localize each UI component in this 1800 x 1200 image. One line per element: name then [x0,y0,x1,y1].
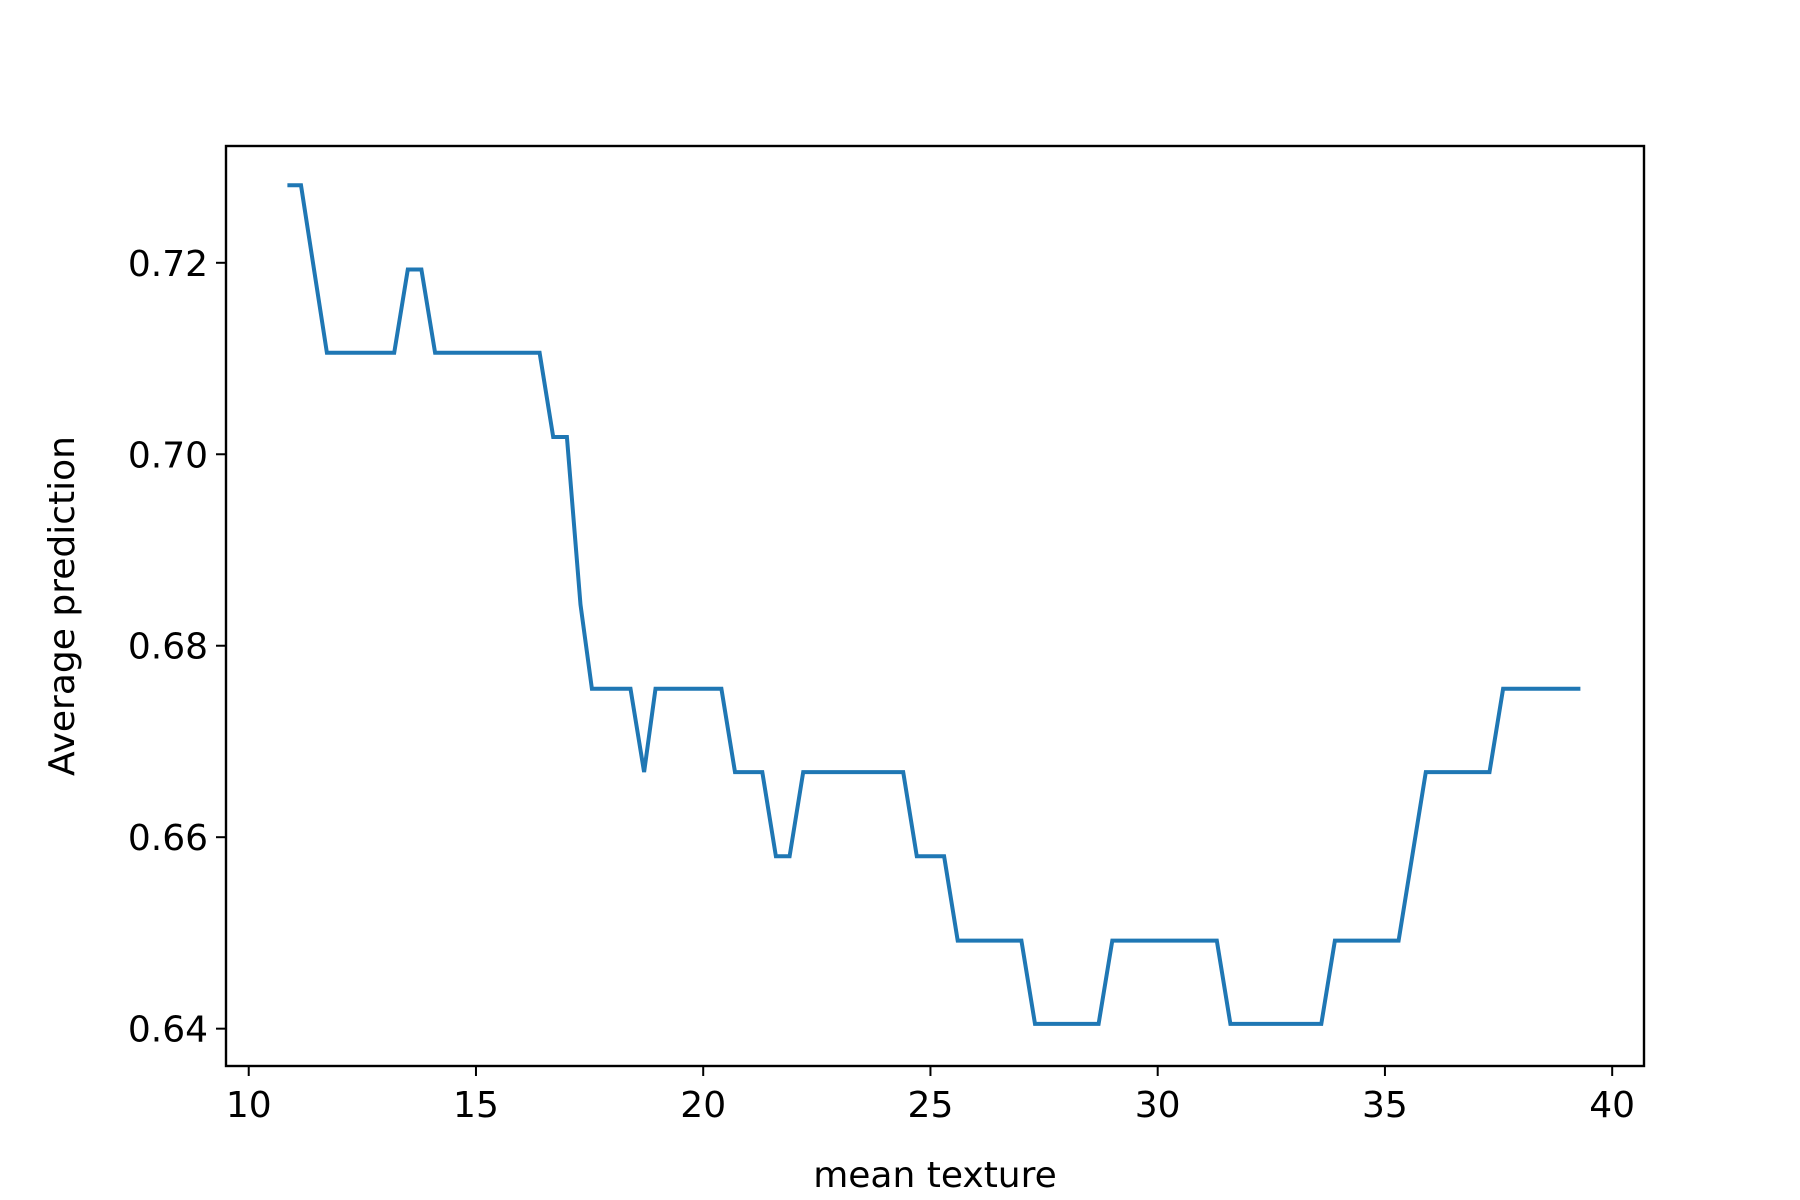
series-line [287,183,1581,1026]
plot-lines [287,183,1581,1026]
x-tick-label: 30 [1135,1085,1181,1126]
y-tick-label: 0.72 [128,244,208,285]
x-tick-label: 20 [680,1085,726,1126]
y-tick-label: 0.70 [128,435,208,476]
y-tick-label: 0.66 [128,818,208,859]
x-tick-label: 25 [908,1085,954,1126]
y-axis: 0.64 0.66 0.68 0.70 0.72 [128,244,226,1051]
y-axis-label: Average prediction [42,436,83,776]
x-axis: 10 15 20 25 30 35 40 [226,1066,1635,1126]
y-tick-label: 0.68 [128,627,208,668]
y-tick-label: 0.64 [128,1010,208,1051]
x-tick-label: 10 [226,1085,272,1126]
x-tick-label: 40 [1589,1085,1635,1126]
plot-frame [224,144,1646,1068]
x-tick-label: 35 [1362,1085,1408,1126]
x-tick-label: 15 [453,1085,499,1126]
x-axis-label: mean texture [813,1155,1057,1196]
